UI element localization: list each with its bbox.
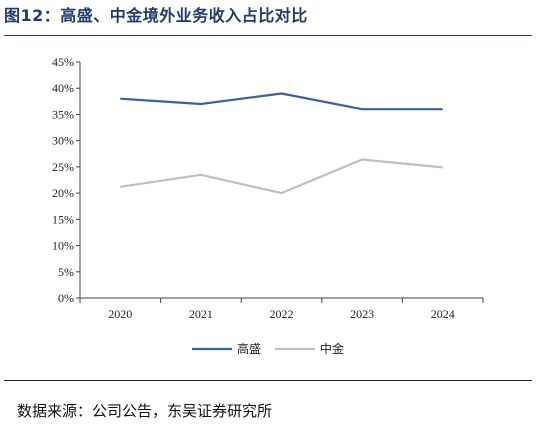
title-divider <box>4 35 532 36</box>
legend-label: 高盛 <box>237 341 261 356</box>
line-chart: 0%5%10%15%20%25%30%35%40%45% 2020 2021 202… <box>52 55 484 356</box>
series-line-zhongjin <box>120 158 443 195</box>
y-tick-label: 20% <box>52 186 74 200</box>
chart-legend: 高盛 中金 <box>192 341 344 356</box>
y-tick-labels: 0% 5% 10% 15% 20% 25% 30% 35% 40% 45% <box>52 55 74 305</box>
y-tick-label: 30% <box>52 134 74 148</box>
series-lines <box>120 92 443 195</box>
x-tick-label: 2021 <box>189 307 213 321</box>
y-tick-label: 10% <box>52 239 74 253</box>
chart-axes <box>76 61 484 303</box>
y-tick-label: 40% <box>52 81 74 95</box>
x-tick-label: 2024 <box>431 307 455 321</box>
x-tick-label: 2022 <box>270 307 294 321</box>
footer-divider <box>4 380 532 381</box>
x-tick-label: 2020 <box>108 307 132 321</box>
series-line-gaosheng <box>120 92 443 111</box>
x-tick-label: 2023 <box>350 307 374 321</box>
y-tick-label: 0% <box>58 291 74 305</box>
y-tick-label: 45% <box>52 55 74 69</box>
legend-label: 中金 <box>320 341 344 356</box>
y-tick-label: 5% <box>58 265 74 279</box>
figure-title: 图12：高盛、中金境外业务收入占比对比 <box>4 6 308 25</box>
y-tick-label: 15% <box>52 212 74 226</box>
data-source: 数据来源：公司公告，东吴证券研究所 <box>17 402 273 420</box>
y-tick-label: 25% <box>52 160 74 174</box>
y-tick-label: 35% <box>52 107 74 121</box>
x-tick-labels: 2020 2021 2022 2023 2024 <box>108 307 454 321</box>
